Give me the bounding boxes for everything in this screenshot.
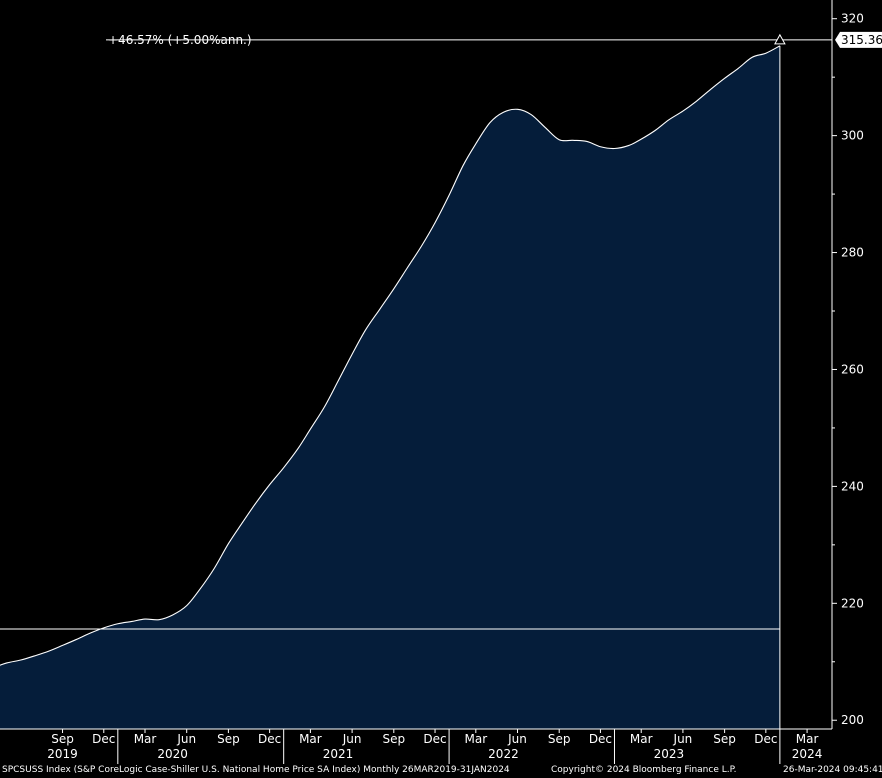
- x-tick-label: Sep: [217, 732, 240, 746]
- footer-timestamp: 26-Mar-2024 09:45:41: [783, 765, 882, 775]
- x-tick-label: Sep: [548, 732, 571, 746]
- last-point-marker: [774, 33, 786, 45]
- series-line: [0, 45, 781, 667]
- x-tick-label: Mar: [134, 732, 157, 746]
- x-tick-label: Sep: [51, 732, 74, 746]
- x-tick-label: Dec: [754, 732, 777, 746]
- change-annotation: +46.57% (+5.00%ann.): [108, 33, 252, 47]
- y-tick-label: 300: [841, 129, 864, 143]
- footer: SPCSUSS Index (S&P CoreLogic Case-Shille…: [0, 764, 882, 778]
- y-tick-label: 200: [841, 713, 864, 727]
- last-value-label: 315.36: [841, 33, 882, 47]
- lines-layer: [0, 33, 832, 729]
- x-tick-label: Jun: [342, 732, 362, 746]
- axes-layer: [0, 0, 837, 764]
- x-tick-label: Dec: [589, 732, 612, 746]
- x-tick-label: Dec: [258, 732, 281, 746]
- footer-copyright: Copyright© 2024 Bloomberg Finance L.P.: [551, 765, 737, 775]
- area-layer: [0, 45, 780, 729]
- x-tick-label: Mar: [630, 732, 653, 746]
- x-tick-label: Dec: [423, 732, 446, 746]
- y-tick-label: 280: [841, 246, 864, 260]
- year-label: 2022: [488, 747, 519, 761]
- last-value-badge: [835, 31, 882, 48]
- x-tick-label: Dec: [92, 732, 115, 746]
- x-tick-label: Sep: [713, 732, 736, 746]
- x-tick-label: Jun: [673, 732, 693, 746]
- x-tick-label: Jun: [176, 732, 196, 746]
- x-tick-label: Mar: [299, 732, 322, 746]
- labels-layer: +46.57% (+5.00%ann.) 200 220 240 260 280 300 32…: [47, 12, 882, 761]
- year-label: 2024: [792, 747, 823, 761]
- x-tick-label: Jun: [507, 732, 527, 746]
- year-label: 2019: [47, 747, 78, 761]
- footer-description: SPCSUSS Index (S&P CoreLogic Case-Shille…: [2, 765, 510, 775]
- year-label: 2023: [654, 747, 685, 761]
- y-tick-label: 260: [841, 362, 864, 376]
- x-tick-label: Sep: [382, 732, 405, 746]
- year-label: 2021: [323, 747, 354, 761]
- y-tick-label: 220: [841, 596, 864, 610]
- y-tick-label: 320: [841, 12, 864, 26]
- series-area: [0, 45, 780, 729]
- year-label: 2020: [157, 747, 188, 761]
- y-tick-label: 240: [841, 479, 864, 493]
- x-tick-label: Mar: [464, 732, 487, 746]
- x-tick-label: Mar: [796, 732, 819, 746]
